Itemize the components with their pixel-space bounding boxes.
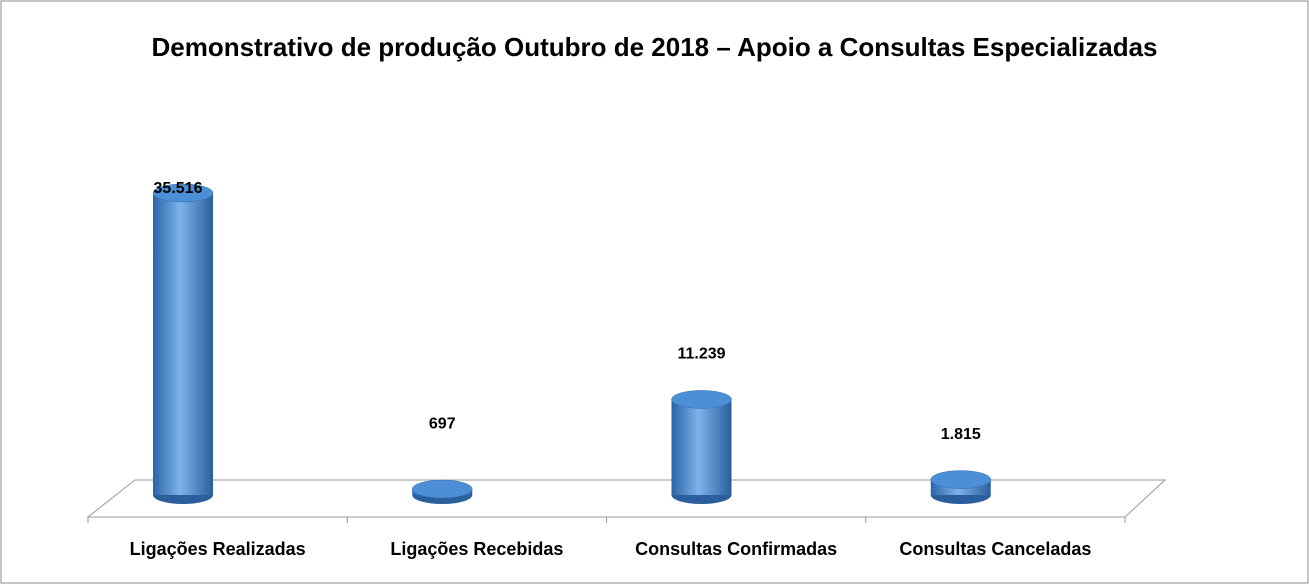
bar-top (152, 183, 214, 203)
x-tick-label: Ligações Recebidas (390, 539, 563, 559)
chart-title: Demonstrativo de produção Outubro de 201… (151, 32, 1158, 62)
bar (671, 399, 732, 495)
bar (153, 193, 213, 495)
x-tick-label: Consultas Canceladas (899, 539, 1091, 559)
value-label: 1.815 (941, 426, 981, 443)
value-label: 11.239 (677, 346, 725, 363)
bar-top (412, 479, 473, 499)
x-tick-label: Ligações Realizadas (130, 539, 306, 559)
bar-top (671, 390, 732, 409)
value-label: 35.516 (154, 180, 203, 197)
bar-top (930, 470, 991, 489)
value-label: 697 (429, 415, 456, 432)
title-box: Demonstrativo de produção Outubro de 201… (151, 32, 1158, 62)
x-tick-label: Consultas Confirmadas (635, 539, 837, 559)
